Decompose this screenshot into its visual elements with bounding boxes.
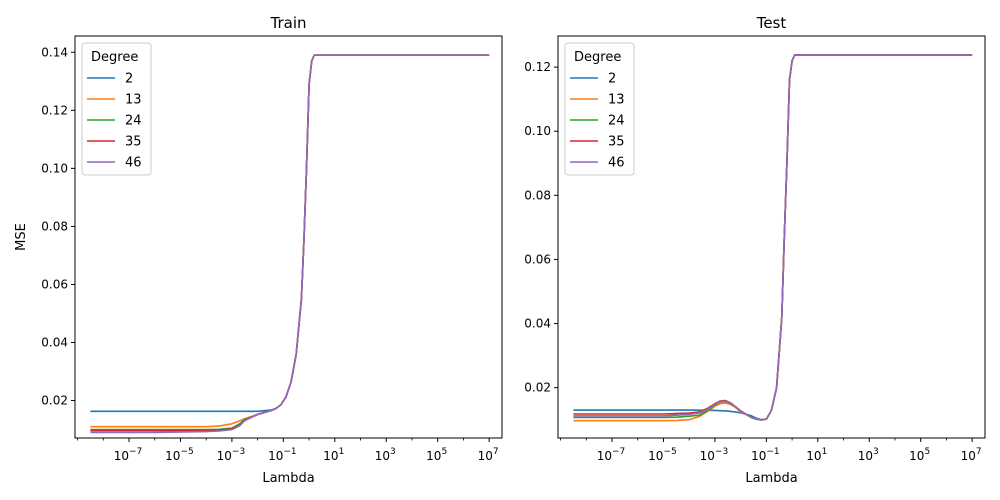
series-line-46: [90, 54, 490, 434]
plot-frame: [557, 35, 986, 439]
x-tick-label: 103: [375, 447, 396, 463]
x-tick-label: 10−3: [217, 447, 246, 463]
y-tick-label: 0.04: [41, 336, 68, 350]
x-tick-label: 10−5: [648, 447, 677, 463]
legend-label-24: 24: [608, 114, 625, 129]
legend-label-2: 2: [608, 72, 616, 87]
legend-title: Degree: [91, 50, 138, 65]
y-tick-label: 0.14: [41, 45, 68, 59]
legend-label-13: 13: [125, 93, 142, 108]
legend-title: Degree: [574, 50, 621, 65]
y-tick-label: 0.10: [41, 161, 68, 175]
x-tick-label: 107: [478, 447, 499, 463]
x-tick-label: 105: [426, 447, 447, 463]
x-tick-label: 10−1: [751, 447, 780, 463]
y-tick-label: 0.02: [41, 394, 68, 408]
x-tick-label: 10−7: [597, 447, 626, 463]
chart-title: Test: [756, 14, 787, 32]
y-tick-label: 0.04: [524, 317, 551, 331]
y-tick-label: 0.06: [41, 277, 68, 291]
y-tick-label: 0.08: [41, 219, 68, 233]
legend-label-35: 35: [125, 135, 142, 150]
legend-label-46: 46: [608, 156, 625, 171]
x-tick-label: 101: [323, 447, 344, 463]
y-tick-label: 0.02: [524, 381, 551, 395]
x-tick-label: 10−7: [114, 447, 143, 463]
y-tick-label: 0.08: [524, 188, 551, 202]
legend-label-13: 13: [608, 93, 625, 108]
chart-panel-test: Test 0.02 0.04 0.06 0.08 0.10 0.12 10−7 10−5 10−3…: [524, 14, 986, 486]
x-tick-label: 10−3: [700, 447, 729, 463]
legend-label-35: 35: [608, 135, 625, 150]
series-line-46: [573, 54, 973, 421]
legend-box: [81, 42, 152, 176]
x-tick-label: 105: [909, 447, 930, 463]
y-tick-label: 0.10: [524, 124, 551, 138]
y-tick-label: 0.06: [524, 252, 551, 266]
x-tick-label: 101: [806, 447, 827, 463]
legend-box: [564, 42, 635, 176]
x-tick-label: 107: [961, 447, 982, 463]
x-axis-label: Lambda: [262, 471, 314, 486]
x-axis-label: Lambda: [745, 471, 797, 486]
y-tick-label: 0.12: [524, 60, 551, 74]
y-axis-label: MSE: [14, 223, 29, 251]
x-tick-label: 103: [858, 447, 879, 463]
chart-title: Train: [270, 14, 307, 32]
y-tick-label: 0.12: [41, 103, 68, 117]
legend-label-46: 46: [125, 156, 142, 171]
x-tick-label: 10−1: [268, 447, 297, 463]
x-tick-label: 10−5: [165, 447, 194, 463]
legend-label-2: 2: [125, 72, 133, 87]
legend-label-24: 24: [125, 114, 142, 129]
chart-panel-train: Train 0.02 0.04 0.06 0.08 0.10 0.12 0.14 10−7 10−…: [14, 14, 503, 486]
